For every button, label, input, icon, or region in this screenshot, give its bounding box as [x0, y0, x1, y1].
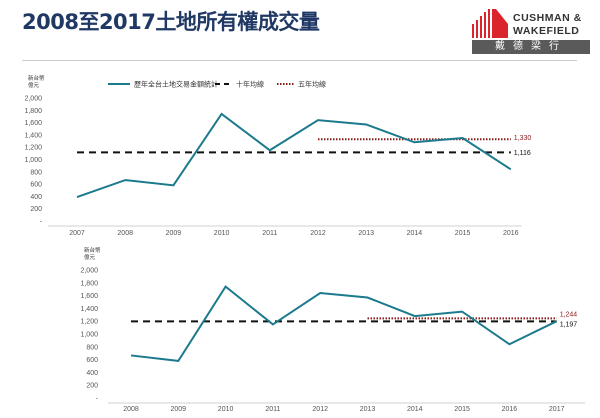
legend-ten-year-label: 十年均線 — [236, 80, 264, 89]
title-divider — [22, 60, 577, 61]
y-tick-label: 2,000 — [24, 96, 42, 103]
series-line — [76, 112, 512, 198]
y-tick-label: - — [40, 219, 43, 226]
y-tick-label: - — [96, 396, 99, 403]
y-tick-label: 1,000 — [80, 332, 98, 339]
ten-year-average-line-label: 1,116 — [514, 150, 531, 157]
y-unit-label: 新台幣 — [28, 74, 45, 82]
x-tick-label: 2011 — [265, 406, 280, 413]
x-tick-label: 2014 — [407, 230, 423, 237]
x-tick-label: 2007 — [69, 230, 85, 237]
x-tick-label: 2012 — [310, 230, 326, 237]
y-tick-label: 1,200 — [80, 319, 98, 326]
y-tick-label: 2,000 — [80, 268, 98, 275]
x-tick-label: 2014 — [407, 406, 423, 413]
y-tick-label: 600 — [30, 182, 42, 189]
y-tick-label: 1,000 — [24, 157, 42, 164]
y-tick-label: 600 — [86, 357, 98, 364]
logo-text-line1: CUSHMAN & — [513, 12, 582, 24]
x-tick-label: 2013 — [360, 406, 376, 413]
x-tick-label: 2016 — [503, 230, 519, 237]
x-tick-label: 2015 — [454, 406, 470, 413]
x-tick-label: 2011 — [262, 230, 277, 237]
five-year-average-line-label: 1,244 — [560, 311, 578, 318]
y-tick-label: 800 — [86, 344, 98, 351]
y-tick-label: 1,800 — [24, 108, 42, 115]
y-unit-label: 億元 — [84, 253, 96, 261]
y-tick-label: 1,400 — [80, 306, 98, 313]
y-tick-label: 200 — [30, 206, 42, 213]
y-tick-label: 1,600 — [24, 120, 42, 127]
y-tick-label: 800 — [30, 169, 42, 176]
x-tick-label: 2016 — [502, 406, 518, 413]
building-logo-icon — [472, 9, 508, 38]
legend-five-year-label: 五年均線 — [298, 80, 326, 89]
x-tick-label: 2008 — [123, 406, 139, 413]
page-title: 2008至2017土地所有權成交量 — [22, 10, 320, 34]
x-tick-label: 2015 — [455, 230, 471, 237]
x-tick-label: 2010 — [214, 230, 230, 237]
x-tick-label: 2010 — [218, 406, 234, 413]
y-tick-label: 200 — [86, 383, 98, 390]
y-tick-label: 1,200 — [24, 145, 42, 152]
y-tick-label: 400 — [30, 194, 42, 201]
x-tick-label: 2009 — [171, 406, 187, 413]
y-tick-label: 1,800 — [80, 280, 98, 287]
y-unit-label: 億元 — [28, 81, 40, 89]
legend-series-label: 歷年全台土地交易金額統計 — [134, 80, 218, 89]
logo-chinese: 戴德梁行 — [472, 40, 590, 54]
y-tick-label: 1,400 — [24, 132, 42, 139]
x-tick-label: 2013 — [358, 230, 374, 237]
y-unit-label: 新台幣 — [84, 246, 101, 254]
series-line — [130, 285, 558, 362]
x-tick-label: 2009 — [166, 230, 182, 237]
ten-year-average-line-label: 1,197 — [560, 321, 578, 328]
y-tick-label: 1,600 — [80, 293, 98, 300]
logo-text-line2: WAKEFIELD — [513, 25, 580, 37]
cushman-wakefield-logo: CUSHMAN & WAKEFIELD 戴德梁行 — [470, 6, 595, 54]
x-tick-label: 2017 — [549, 406, 565, 413]
y-tick-label: 400 — [86, 370, 98, 377]
x-tick-label: 2008 — [117, 230, 133, 237]
five-year-average-line-label: 1,330 — [514, 135, 532, 142]
x-tick-label: 2012 — [312, 406, 328, 413]
